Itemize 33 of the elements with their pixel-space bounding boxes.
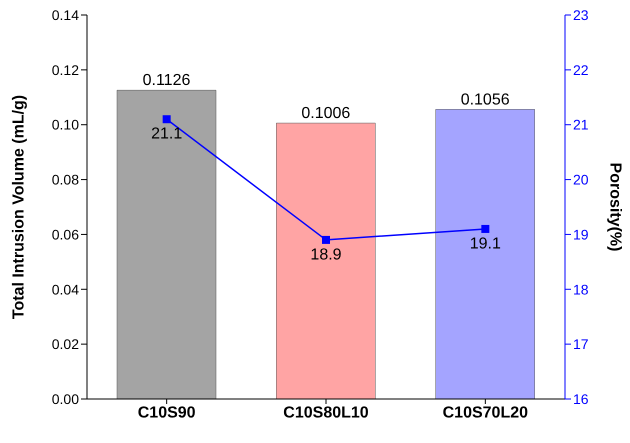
y-tick-label: 0.12 — [52, 62, 80, 78]
x-tick-label: C10S80L10 — [283, 404, 369, 422]
y2-tick-label: 23 — [573, 6, 589, 23]
y-tick-label: 0.10 — [52, 116, 80, 133]
bar — [435, 109, 535, 399]
y2-tick-label: 18 — [573, 281, 589, 298]
data-label: 0.1006 — [301, 105, 350, 122]
data-label: 19.1 — [470, 235, 502, 252]
data-label: 21.1 — [151, 126, 182, 143]
y2-tick-label: 22 — [573, 62, 589, 78]
point — [481, 224, 490, 233]
y-tick-label: 0.04 — [52, 281, 80, 298]
y2-tick-label: 20 — [573, 172, 589, 188]
y2-tick-label: 16 — [573, 390, 589, 407]
y-axis-title: Total Intrusion Volume (mL/g) — [10, 94, 28, 320]
data-label: 18.9 — [310, 246, 342, 264]
data-label: 0.1056 — [460, 91, 510, 108]
bar — [276, 122, 376, 399]
y-tick-label: 0.08 — [52, 172, 80, 188]
x-tick-label: C10S70L20 — [442, 404, 528, 422]
point — [162, 115, 171, 124]
y-tick-label: 0.00 — [52, 390, 80, 407]
point — [322, 236, 330, 244]
y2-axis-title: Porosity(%) — [606, 162, 624, 252]
y2-tick-label: 19 — [573, 226, 589, 242]
y-tick-label: 0.06 — [52, 226, 80, 242]
y2-tick-label: 21 — [573, 116, 589, 133]
x-tick-label: C10S90 — [138, 404, 196, 422]
y-tick-label: 0.14 — [52, 6, 80, 23]
y2-tick-label: 17 — [573, 336, 589, 352]
y-tick-label: 0.02 — [52, 336, 80, 352]
data-label: 0.1126 — [142, 72, 190, 90]
bar — [116, 90, 216, 399]
